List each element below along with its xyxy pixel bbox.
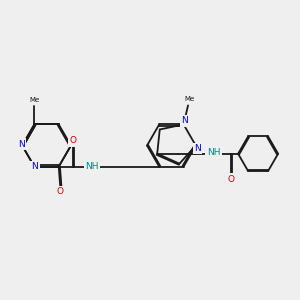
Text: N: N (32, 162, 38, 171)
Text: NH: NH (85, 162, 99, 171)
Text: O: O (227, 175, 234, 184)
Text: N: N (182, 116, 188, 125)
Text: O: O (57, 188, 64, 196)
Text: Me: Me (29, 97, 40, 103)
Text: N: N (18, 140, 25, 149)
Text: N: N (194, 144, 201, 153)
Text: Me: Me (184, 97, 194, 103)
Text: O: O (69, 136, 76, 145)
Text: NH: NH (207, 148, 220, 157)
